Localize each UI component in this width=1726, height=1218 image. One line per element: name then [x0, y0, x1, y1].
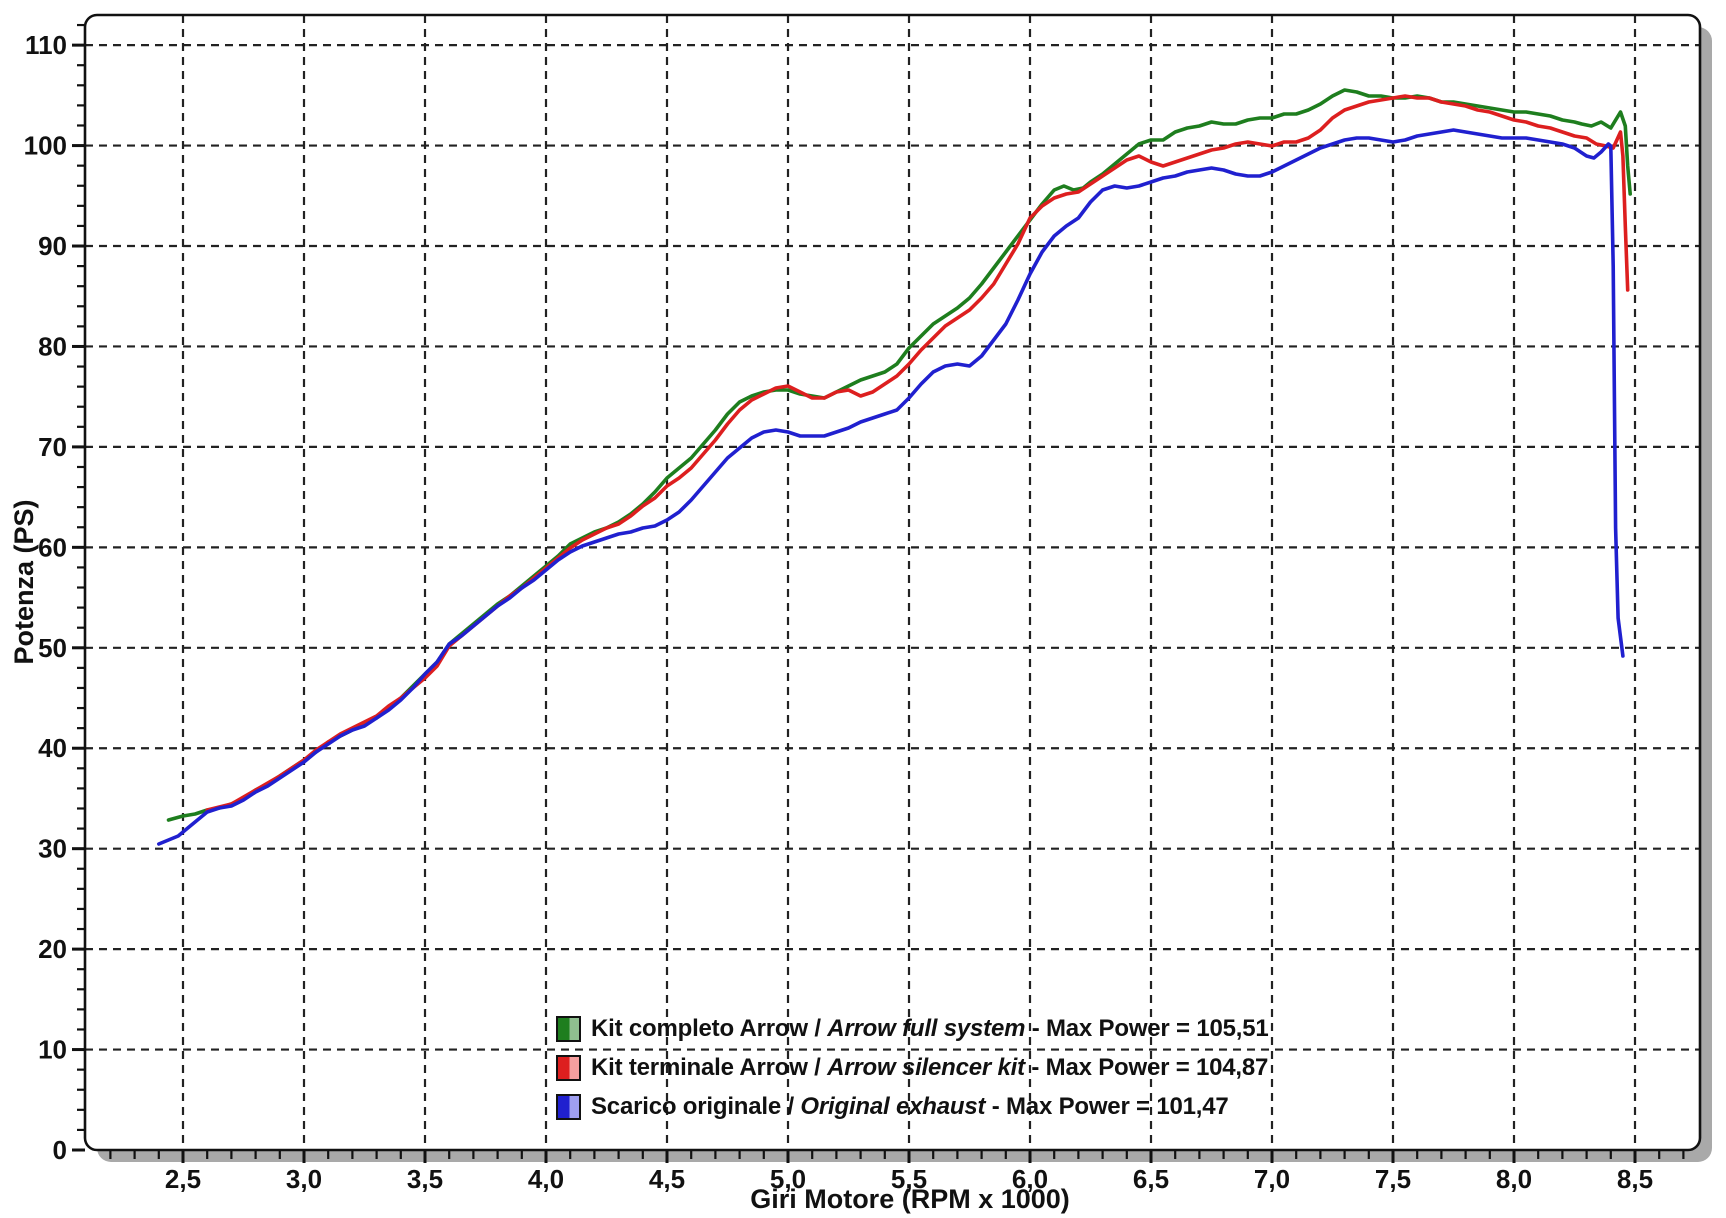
- x-tick-label: 5,5: [891, 1164, 927, 1194]
- y-tick-label: 80: [38, 331, 67, 361]
- y-tick-label: 110: [25, 30, 67, 60]
- plot-frame: [83, 13, 1702, 1152]
- y-tick-label: 0: [53, 1135, 67, 1165]
- gridlines: [85, 15, 1700, 1150]
- axis-tick-labels: 2,5 3,0 3,5 4,0 4,5 5,0 5,5 6,0 6,5 7,0 7,5 8,0 8,5 0…: [24, 30, 1653, 1194]
- axis-ticks: [72, 23, 1685, 1163]
- x-tick-label: 8,0: [1496, 1164, 1532, 1194]
- x-tick-label: 5,0: [770, 1164, 806, 1194]
- x-tick-label: 2,5: [165, 1164, 201, 1194]
- plot-background: [85, 15, 1700, 1150]
- x-axis-title: Giri Motore (RPM x 1000): [750, 1184, 1070, 1214]
- x-tick-label: 7,5: [1375, 1164, 1411, 1194]
- x-tick-label: 7,0: [1254, 1164, 1290, 1194]
- y-tick-label: 30: [38, 834, 67, 864]
- x-tick-label: 8,5: [1617, 1164, 1653, 1194]
- y-tick-label: 60: [38, 532, 67, 562]
- x-tick-label: 3,0: [286, 1164, 322, 1194]
- x-tick-label: 4,5: [649, 1164, 685, 1194]
- x-tick-label: 4,0: [528, 1164, 564, 1194]
- x-tick-label: 6,0: [1012, 1164, 1048, 1194]
- y-tick-label: 90: [38, 231, 67, 261]
- y-tick-label: 10: [38, 1035, 67, 1065]
- series-lines: [157, 88, 1632, 846]
- y-tick-label: 40: [38, 733, 67, 763]
- series-line-original-exhaust: [157, 128, 1625, 846]
- y-tick-label: 100: [24, 131, 67, 161]
- y-axis-title: Potenza (PS): [9, 499, 39, 664]
- y-tick-label: 50: [38, 633, 67, 663]
- y-tick-label: 70: [38, 432, 67, 462]
- x-tick-label: 6,5: [1133, 1164, 1169, 1194]
- y-tick-label: 20: [38, 934, 67, 964]
- x-tick-label: 3,5: [407, 1164, 443, 1194]
